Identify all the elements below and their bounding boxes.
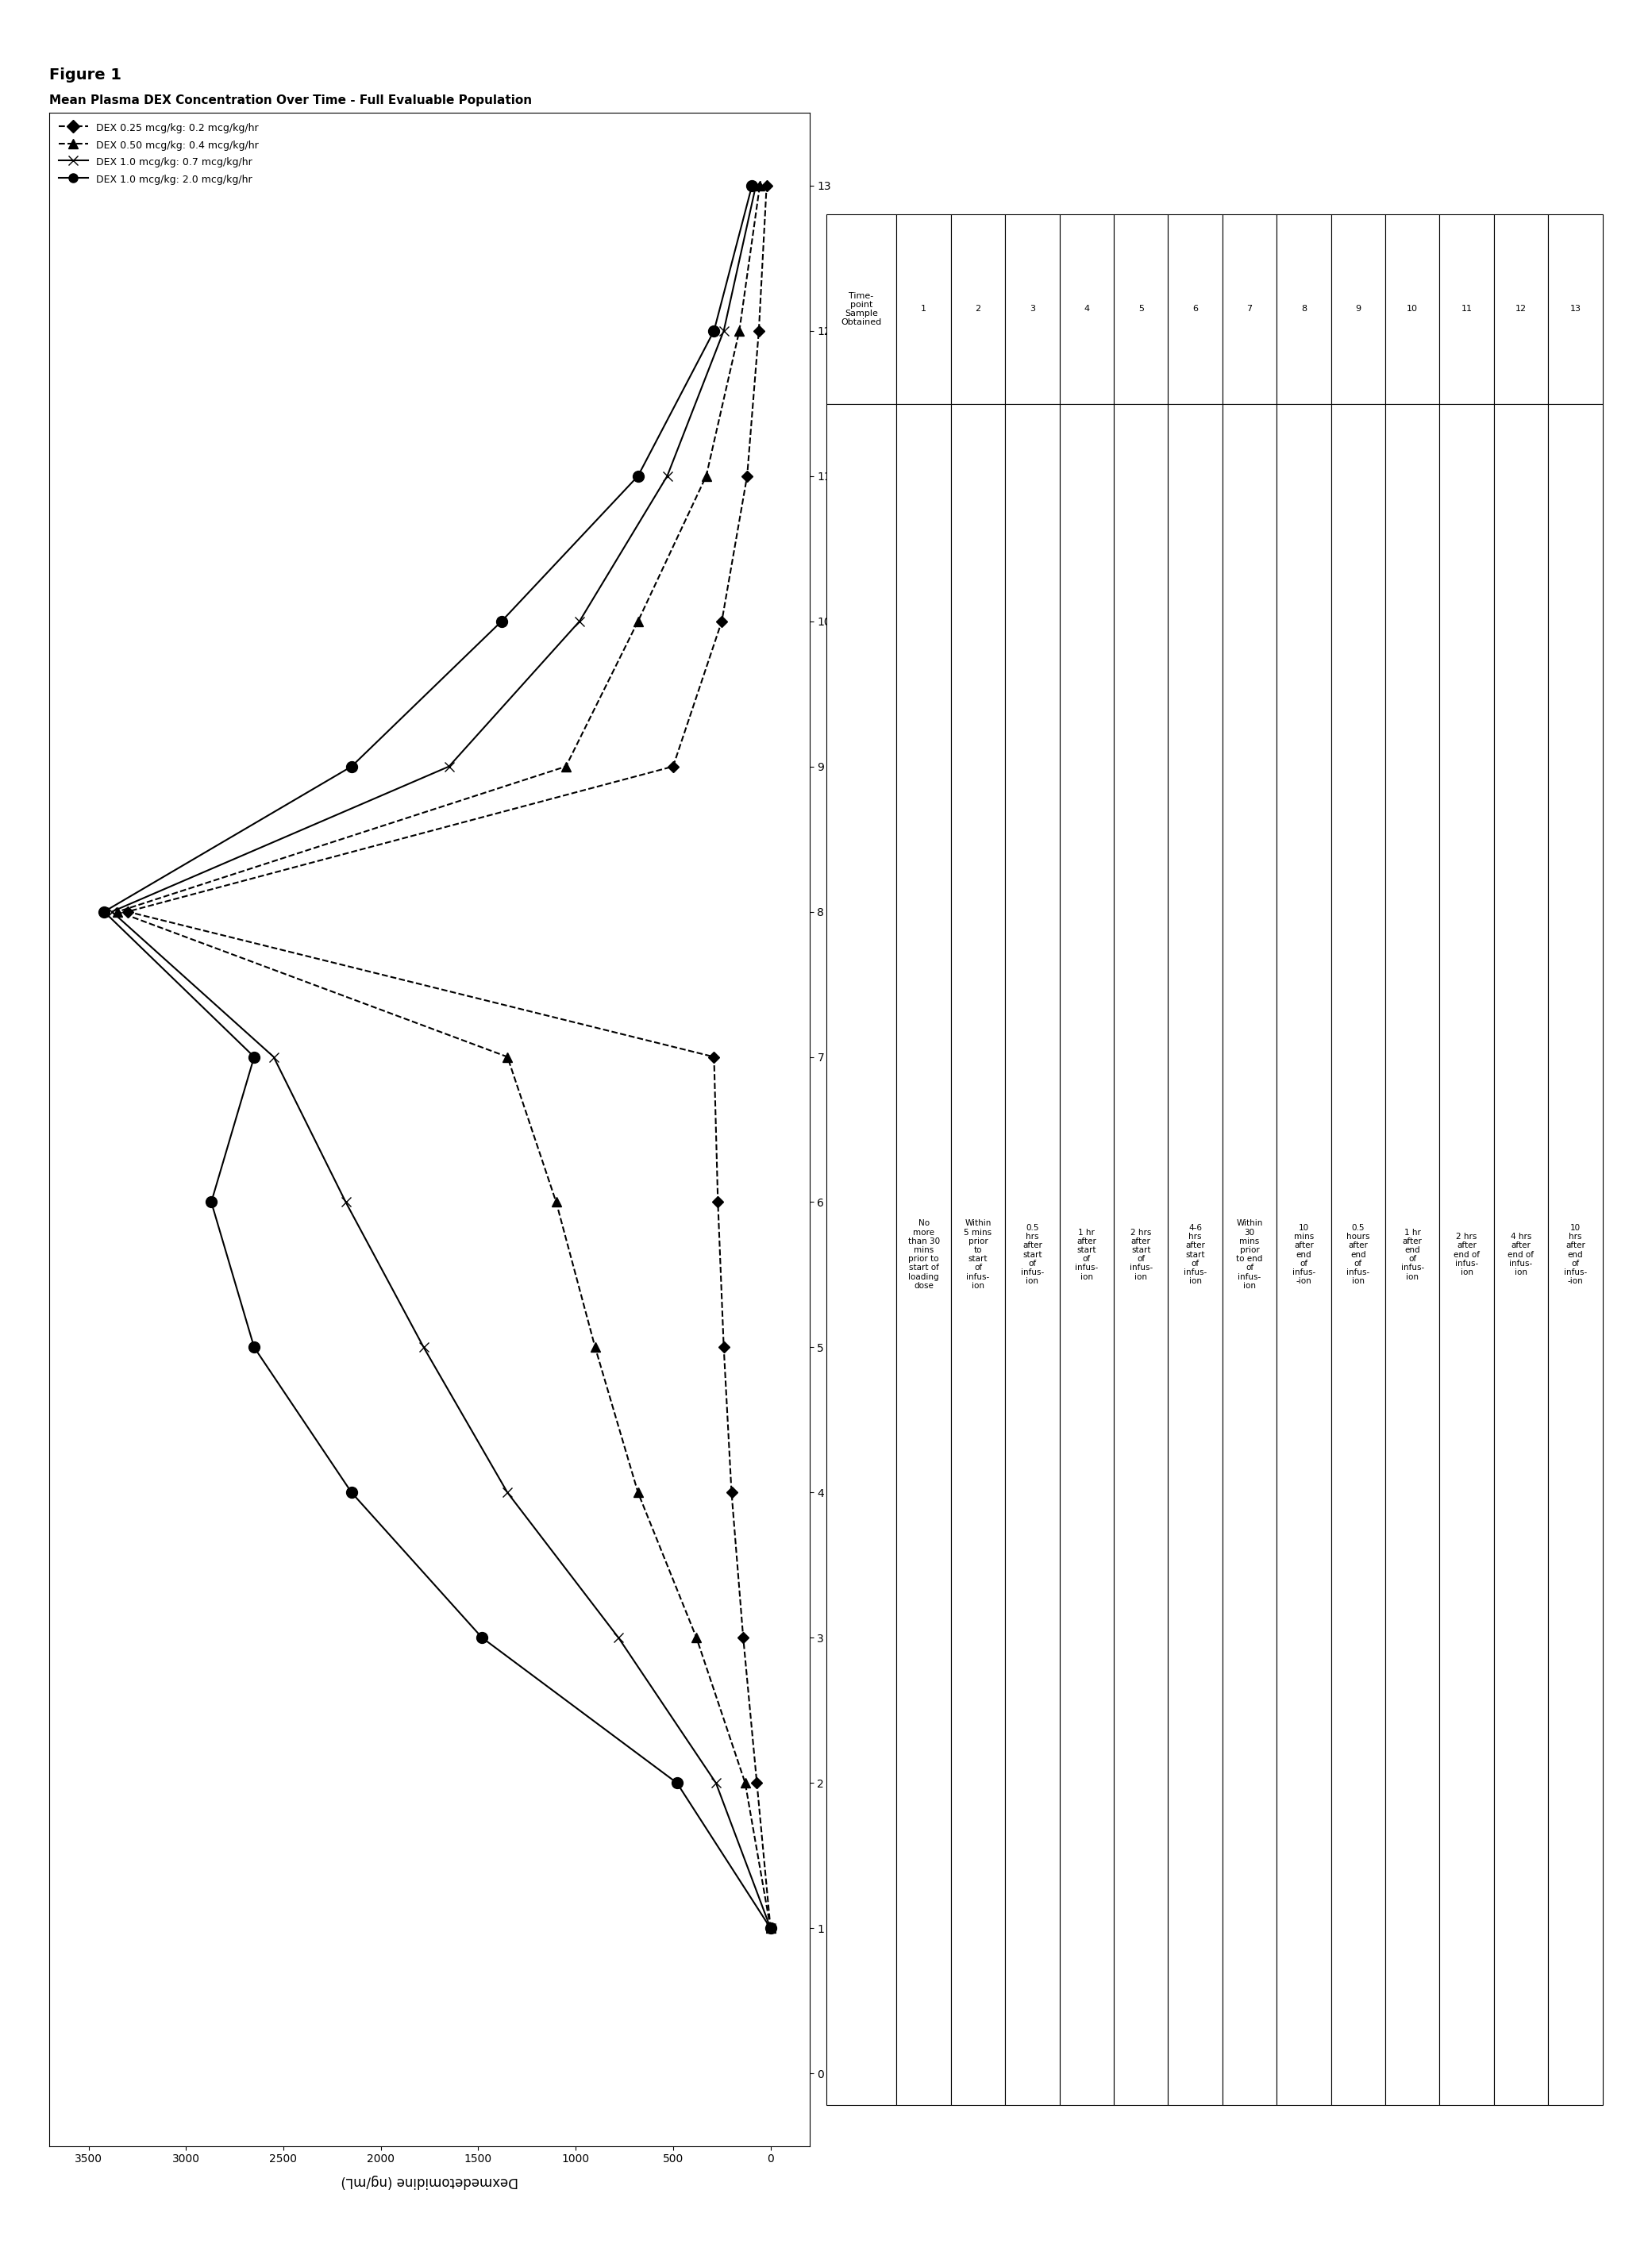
Text: 10
mins
after
end
of
infus-
-ion: 10 mins after end of infus- -ion [1292, 1224, 1315, 1285]
FancyBboxPatch shape [897, 404, 952, 2105]
FancyBboxPatch shape [1168, 404, 1222, 2105]
Text: 1: 1 [920, 305, 927, 314]
FancyBboxPatch shape [1222, 215, 1277, 404]
Text: 1 hr
after
end
of
infus-
ion: 1 hr after end of infus- ion [1401, 1229, 1424, 1281]
FancyBboxPatch shape [1548, 404, 1602, 2105]
Text: 7: 7 [1247, 305, 1252, 314]
FancyBboxPatch shape [1168, 215, 1222, 404]
FancyBboxPatch shape [1548, 215, 1602, 404]
Text: 4 hrs
after
end of
infus-
ion: 4 hrs after end of infus- ion [1508, 1233, 1535, 1276]
Text: 13: 13 [1569, 305, 1581, 314]
Text: Mean Plasma DEX Concentration Over Time - Full Evaluable Population: Mean Plasma DEX Concentration Over Time … [50, 95, 532, 106]
FancyBboxPatch shape [1386, 404, 1439, 2105]
FancyBboxPatch shape [1113, 404, 1168, 2105]
FancyBboxPatch shape [1386, 215, 1439, 404]
Text: Figure 1: Figure 1 [50, 68, 122, 84]
FancyBboxPatch shape [1059, 215, 1113, 404]
Text: 11: 11 [1460, 305, 1472, 314]
FancyBboxPatch shape [1059, 404, 1113, 2105]
Text: 0.5
hrs
after
start
of
infus-
ion: 0.5 hrs after start of infus- ion [1021, 1224, 1044, 1285]
FancyBboxPatch shape [1439, 404, 1493, 2105]
FancyBboxPatch shape [1332, 215, 1386, 404]
Text: 1 hr
after
start
of
infus-
ion: 1 hr after start of infus- ion [1075, 1229, 1099, 1281]
Text: Time-
point
Sample
Obtained: Time- point Sample Obtained [841, 291, 882, 325]
Text: 10: 10 [1408, 305, 1417, 314]
Text: 0.5
hours
after
end
of
infus-
ion: 0.5 hours after end of infus- ion [1346, 1224, 1370, 1285]
Text: 12: 12 [1515, 305, 1526, 314]
FancyBboxPatch shape [1493, 215, 1548, 404]
Text: Within
5 mins
prior
to
start
of
infus-
ion: Within 5 mins prior to start of infus- i… [965, 1220, 991, 1290]
FancyBboxPatch shape [897, 215, 952, 404]
FancyBboxPatch shape [1493, 404, 1548, 2105]
FancyBboxPatch shape [952, 215, 1004, 404]
FancyBboxPatch shape [1277, 404, 1332, 2105]
Text: 2 hrs
after
start
of
infus-
ion: 2 hrs after start of infus- ion [1130, 1229, 1153, 1281]
FancyBboxPatch shape [1439, 215, 1493, 404]
Text: 4-6
hrs
after
start
of
infus-
ion: 4-6 hrs after start of infus- ion [1183, 1224, 1208, 1285]
Text: 6: 6 [1193, 305, 1198, 314]
FancyBboxPatch shape [1332, 404, 1386, 2105]
Text: 3: 3 [1029, 305, 1036, 314]
Text: No
more
than 30
mins
prior to
start of
loading
dose: No more than 30 mins prior to start of l… [909, 1220, 940, 1290]
Text: 10
hrs
after
end
of
infus-
-ion: 10 hrs after end of infus- -ion [1564, 1224, 1588, 1285]
FancyBboxPatch shape [1277, 215, 1332, 404]
Text: 2: 2 [975, 305, 981, 314]
FancyBboxPatch shape [1004, 215, 1059, 404]
Y-axis label: Timepoint: Timepoint [841, 1096, 854, 1163]
FancyBboxPatch shape [826, 404, 897, 2105]
FancyBboxPatch shape [1004, 404, 1059, 2105]
Text: 4: 4 [1084, 305, 1089, 314]
FancyBboxPatch shape [826, 215, 897, 404]
FancyBboxPatch shape [1222, 404, 1277, 2105]
Text: 9: 9 [1355, 305, 1361, 314]
FancyBboxPatch shape [952, 404, 1004, 2105]
FancyBboxPatch shape [1113, 215, 1168, 404]
Text: Within
30
mins
prior
to end
of
infus-
ion: Within 30 mins prior to end of infus- io… [1236, 1220, 1262, 1290]
Text: 5: 5 [1138, 305, 1143, 314]
Text: 2 hrs
after
end of
infus-
ion: 2 hrs after end of infus- ion [1454, 1233, 1480, 1276]
X-axis label: Dexmedetomidine (ng/mL): Dexmedetomidine (ng/mL) [340, 2173, 519, 2189]
Text: 8: 8 [1302, 305, 1307, 314]
Legend: DEX 0.25 mcg/kg: 0.2 mcg/kg/hr, DEX 0.50 mcg/kg: 0.4 mcg/kg/hr, DEX 1.0 mcg/kg: : DEX 0.25 mcg/kg: 0.2 mcg/kg/hr, DEX 0.50… [55, 117, 263, 190]
